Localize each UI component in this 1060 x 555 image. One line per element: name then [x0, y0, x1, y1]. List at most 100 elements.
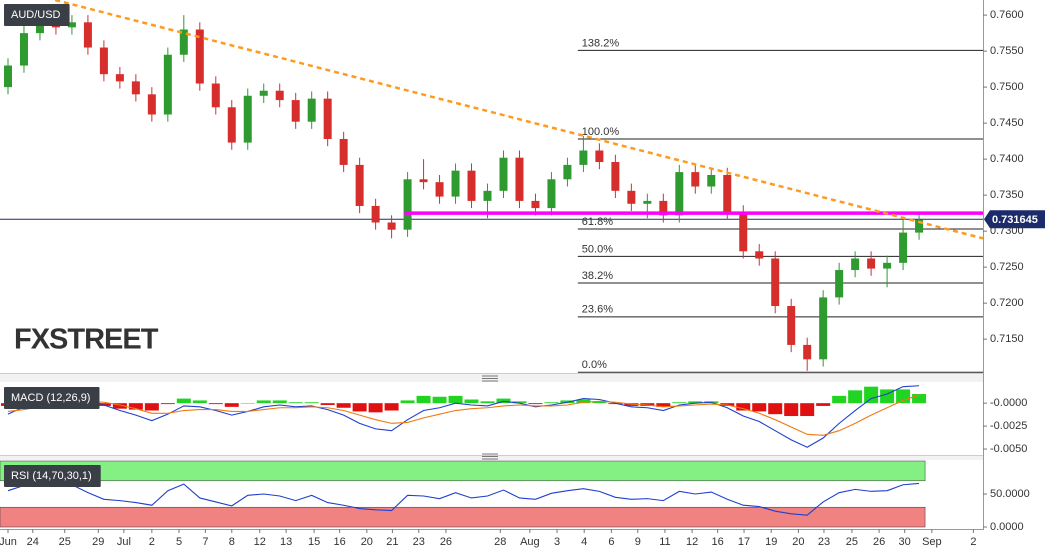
x-tick-label: 12: [254, 536, 266, 548]
histogram-bar: [768, 403, 783, 415]
candle-body: [355, 164, 364, 206]
candle-body: [227, 107, 236, 143]
candle-body: [547, 179, 556, 209]
x-tick-label: 7: [202, 536, 208, 548]
x-tick-label: 16: [712, 536, 724, 548]
panel-title-box: [4, 4, 70, 26]
histogram-bar: [864, 386, 879, 404]
candle-body: [835, 270, 844, 298]
histogram-bar: [240, 403, 255, 404]
candle-body: [819, 297, 828, 360]
candle-body: [451, 170, 460, 197]
candle-body: [67, 22, 76, 28]
candle-body: [307, 98, 316, 122]
candle-body: [691, 172, 700, 187]
candle-body: [387, 222, 396, 230]
y-tick-label: 0.7450: [990, 117, 1024, 129]
candle-body: [371, 205, 380, 223]
candle-body: [147, 94, 156, 115]
histogram-bar: [256, 400, 271, 404]
candle-body: [99, 47, 108, 75]
x-tick-label: 20: [792, 536, 804, 548]
x-tick-label: 12: [686, 536, 698, 548]
histogram-bar: [272, 400, 287, 404]
x-tick-label: 13: [280, 536, 292, 548]
panel-title: AUD/USD: [11, 9, 61, 21]
x-tick-label: 4: [581, 536, 587, 548]
histogram-bar: [128, 403, 143, 410]
candle-body: [771, 258, 780, 307]
histogram-bar: [384, 403, 399, 411]
x-tick-label: 19: [765, 536, 777, 548]
candle-body: [723, 174, 732, 213]
candle-body: [339, 138, 348, 165]
y-tick-label: -0.0000: [990, 397, 1027, 409]
fib-label: 23.6%: [582, 304, 613, 316]
candle-body: [195, 29, 204, 84]
candle-body: [659, 200, 668, 216]
x-tick-label: 11: [659, 536, 670, 548]
candle-body: [675, 172, 684, 216]
y-tick-label: 0.7550: [990, 45, 1024, 57]
histogram-bar: [896, 389, 911, 404]
candle-body: [35, 23, 44, 34]
candle-body: [243, 95, 252, 143]
histogram-bar: [336, 403, 351, 408]
x-tick-label: 29: [92, 536, 104, 548]
panel-title-box: [4, 465, 101, 487]
candle-body: [851, 258, 860, 271]
x-tick-label: 23: [413, 536, 425, 548]
candle-body: [883, 262, 892, 269]
histogram-bar: [816, 403, 831, 406]
indicator-line: [7, 394, 920, 436]
candle-body: [291, 100, 300, 122]
x-tick-label: Aug: [520, 536, 540, 548]
y-tick-label: 0.0000: [990, 521, 1024, 533]
panel-splitter[interactable]: [0, 456, 983, 460]
candle-body: [803, 344, 812, 360]
histogram-bar: [592, 401, 607, 404]
trendline: [54, 0, 984, 240]
candle-body: [435, 182, 444, 197]
y-tick-label: 0.7500: [990, 81, 1024, 93]
splitter-grip: [482, 375, 498, 460]
histogram-bar: [752, 403, 767, 412]
histogram-bar: [784, 403, 799, 417]
histogram-bar: [352, 403, 367, 412]
candle-body: [643, 200, 652, 204]
x-tick-label: Sep: [922, 536, 942, 548]
candle-body: [563, 164, 572, 180]
fib-label: 138.2%: [582, 37, 620, 49]
panel-title-box: [4, 387, 100, 409]
watermark: FXSTREET: [14, 324, 159, 356]
candle-body: [19, 33, 28, 66]
y-tick-label: 0.7200: [990, 297, 1024, 309]
histogram-bar: [208, 403, 223, 405]
y-tick-label: 50.0000: [990, 488, 1030, 500]
candle-body: [755, 251, 764, 259]
y-tick-label: 0.7300: [990, 225, 1024, 237]
y-tick-label: -0.0025: [990, 420, 1027, 432]
candle-body: [739, 212, 748, 252]
histogram-bar: [288, 402, 303, 404]
histogram-bar: [912, 394, 927, 404]
y-tick-label: 0.7400: [990, 153, 1024, 165]
panel-title: MACD (12,26,9): [11, 392, 90, 404]
histogram-bar: [848, 390, 863, 404]
candle-body: [275, 90, 284, 101]
candle-body: [419, 179, 428, 183]
candle-body: [211, 83, 220, 108]
histogram-bar: [464, 399, 479, 404]
candle-body: [499, 157, 508, 191]
fib-label: 0.0%: [582, 359, 607, 371]
x-tick-label: 23: [818, 536, 830, 548]
x-tick-label: 9: [635, 536, 641, 548]
x-tick-label: Jul: [117, 536, 131, 548]
histogram-bar: [672, 402, 687, 404]
candle-body: [915, 219, 924, 233]
candle-body: [323, 98, 332, 139]
histogram-bar: [448, 395, 463, 404]
x-tick-label: 15: [308, 536, 320, 548]
x-tick-label: 16: [334, 536, 346, 548]
